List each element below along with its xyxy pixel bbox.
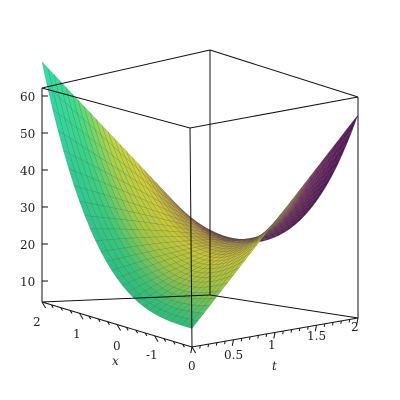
t-tick-mark bbox=[240, 338, 243, 342]
x-tick-mark bbox=[135, 329, 138, 334]
t-tick-mark bbox=[348, 319, 351, 323]
z-tick-label: 40 bbox=[20, 164, 35, 178]
x-tick-label: 2 bbox=[33, 315, 41, 329]
t-tick-mark bbox=[265, 333, 268, 338]
z-tick-label: 10 bbox=[20, 275, 35, 289]
x-tick-mark bbox=[50, 304, 54, 309]
x-tick-mark bbox=[172, 341, 176, 345]
surface-facet bbox=[346, 114, 359, 137]
t-tick-mark bbox=[215, 342, 218, 346]
x-tick-mark bbox=[69, 310, 73, 314]
z-tick-label: 20 bbox=[20, 238, 35, 252]
x-tick-mark bbox=[144, 332, 148, 337]
x-tick-mark bbox=[107, 321, 110, 325]
t-tick-mark bbox=[314, 325, 317, 332]
x-tick-mark bbox=[60, 307, 63, 311]
t-tick-label: 0.5 bbox=[224, 348, 243, 362]
z-tick-label: 30 bbox=[20, 201, 35, 215]
t-tick-mark bbox=[332, 322, 334, 326]
t-tick-mark bbox=[323, 323, 326, 327]
box-edge bbox=[209, 294, 359, 319]
z-axis-ticks: 60 50 40 30 20 10 bbox=[20, 90, 35, 289]
t-tick-mark bbox=[207, 344, 210, 348]
t-tick-label: 1 bbox=[268, 338, 276, 352]
x-tick-label: 0 bbox=[113, 339, 121, 353]
x-tick-mark bbox=[163, 338, 167, 342]
t-tick-mark bbox=[249, 336, 251, 340]
x-axis-ticks: 2 1 0 -1 x bbox=[33, 315, 158, 368]
box-edge bbox=[41, 294, 211, 303]
x-tick-label: -1 bbox=[146, 348, 158, 362]
t-tick-mark bbox=[307, 326, 309, 330]
t-axis-title: t bbox=[272, 359, 277, 373]
t-tick-label: 2 bbox=[351, 320, 359, 334]
t-tick-mark bbox=[257, 335, 259, 339]
box-edge bbox=[209, 49, 359, 98]
x-tick-mark bbox=[88, 315, 92, 320]
t-tick-mark bbox=[298, 328, 301, 332]
box-edge bbox=[189, 127, 193, 348]
t-tick-mark bbox=[282, 330, 284, 335]
t-tick-mark bbox=[224, 341, 226, 345]
x-tick-mark bbox=[182, 343, 185, 348]
t-tick-mark bbox=[290, 329, 293, 333]
t-tick-mark bbox=[190, 346, 193, 354]
x-tick-mark bbox=[191, 346, 197, 354]
bounding-box bbox=[41, 49, 359, 354]
z-tick-label: 50 bbox=[20, 127, 35, 141]
t-tick-mark bbox=[231, 339, 234, 346]
t-tick-mark bbox=[340, 320, 342, 324]
t-tick-mark bbox=[273, 332, 276, 339]
x-tick-mark bbox=[79, 312, 84, 320]
x-tick-mark bbox=[125, 327, 129, 331]
t-tick-label: 1.5 bbox=[307, 329, 326, 343]
z-tick-label: 60 bbox=[20, 90, 35, 104]
x-tick-label: 1 bbox=[73, 327, 81, 341]
x-tick-mark bbox=[154, 335, 159, 343]
surface-mesh bbox=[41, 61, 359, 329]
x-tick-mark bbox=[116, 324, 122, 331]
box-edge bbox=[41, 87, 191, 129]
t-tick-label: 0 bbox=[188, 359, 196, 373]
box-edge bbox=[189, 96, 359, 129]
box-edge bbox=[41, 49, 211, 89]
t-tick-mark bbox=[356, 317, 359, 325]
x-tick-mark bbox=[41, 301, 47, 309]
t-axis-ticks: 0 0.5 1 1.5 2 t bbox=[188, 320, 359, 373]
x-tick-mark bbox=[97, 318, 101, 323]
x-axis-title: x bbox=[112, 354, 119, 368]
t-tick-mark bbox=[199, 345, 201, 349]
